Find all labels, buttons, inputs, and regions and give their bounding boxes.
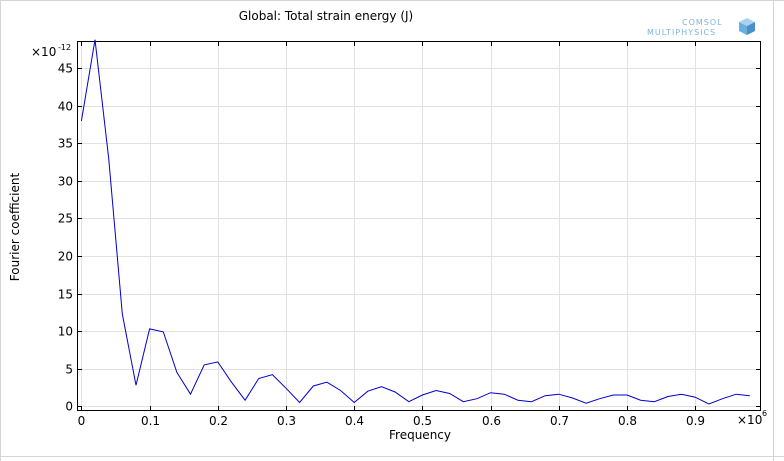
x-tick-label: 0.2 (209, 414, 228, 428)
x-tick-label: 0.4 (345, 414, 364, 428)
y-tick-label: 20 (58, 250, 73, 264)
y-tick-label: 25 (58, 212, 73, 226)
y-exponent-label: ×10 -12 (31, 43, 71, 59)
x-tick-label: 0.8 (618, 414, 637, 428)
x-tick-label: 0.3 (277, 414, 296, 428)
y-tick-label: 40 (58, 100, 73, 114)
x-exponent-base: ×10 (737, 413, 762, 427)
comsol-logo: COMSOL MULTIPHYSICS (647, 18, 755, 37)
y-exponent-base: ×10 (31, 45, 56, 59)
x-tick-label: 0.9 (686, 414, 705, 428)
y-tick-label: 10 (58, 325, 73, 339)
x-exponent-label: ×10 6 (737, 409, 767, 427)
cube-icon (739, 18, 755, 35)
y-exponent-power: -12 (58, 43, 71, 52)
y-tick-label: 5 (65, 363, 73, 377)
y-axis-title: Fourier coefficient (8, 173, 22, 282)
logo-line-1: COMSOL (682, 18, 723, 27)
y-tick-label: 45 (58, 62, 73, 76)
x-exponent-power: 6 (762, 409, 767, 418)
x-tick-label: 0.7 (550, 414, 569, 428)
x-tick-label: 0.6 (482, 414, 501, 428)
x-tick-label: 0 (78, 414, 86, 428)
series-line (80, 39, 750, 405)
y-tick-label: 35 (58, 137, 73, 151)
data-layer (80, 39, 750, 405)
y-tick-label: 15 (58, 288, 73, 302)
x-tick-label: 0.1 (141, 414, 160, 428)
grid (78, 42, 760, 410)
chart-title: Global: Total strain energy (J) (239, 9, 414, 23)
logo-line-2: MULTIPHYSICS (647, 28, 716, 37)
plot-area (77, 41, 761, 411)
ticks: 0 0.1 0.2 0.3 0.4 0.5 0.6 0.7 0.8 0.9 0 5 10 15 20 25 30… (58, 42, 760, 428)
y-tick-label: 0 (65, 400, 73, 414)
y-tick-label: 30 (58, 175, 73, 189)
x-axis-title: Frequency (389, 428, 451, 442)
x-tick-label: 0.5 (413, 414, 432, 428)
